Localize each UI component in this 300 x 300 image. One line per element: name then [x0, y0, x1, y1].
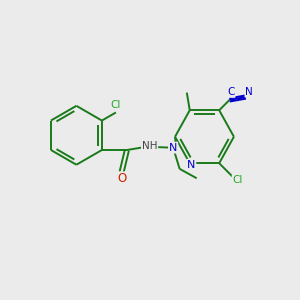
- Text: NH: NH: [142, 141, 157, 151]
- Text: N: N: [245, 87, 253, 97]
- Text: Cl: Cl: [111, 100, 121, 110]
- Text: O: O: [117, 172, 126, 185]
- Text: N: N: [169, 142, 177, 153]
- Text: N: N: [187, 160, 195, 170]
- Text: C: C: [227, 87, 235, 97]
- Text: Cl: Cl: [232, 175, 243, 185]
